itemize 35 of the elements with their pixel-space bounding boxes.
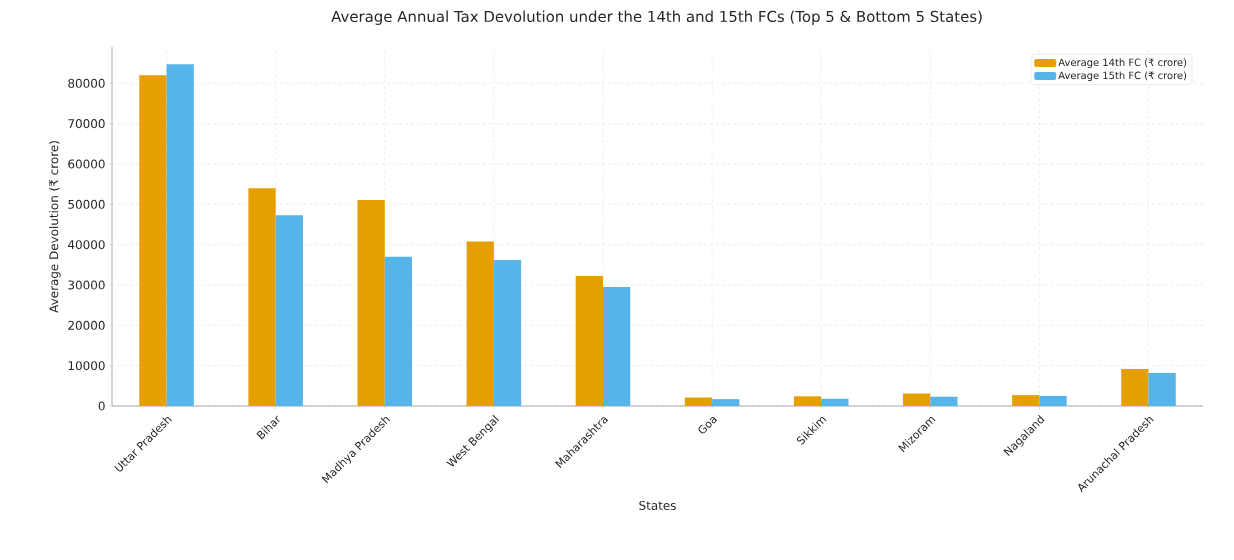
bar: [793, 396, 822, 406]
bar: [384, 256, 413, 406]
bar: [1012, 395, 1040, 406]
x-axis-title: States: [639, 500, 676, 510]
bar: [166, 64, 194, 406]
bar: [821, 398, 849, 406]
y-tick-label: 50000: [68, 199, 105, 209]
bar: [248, 188, 276, 406]
y-tick-label: 10000: [68, 361, 105, 371]
bar: [466, 241, 494, 406]
bar: [930, 396, 958, 406]
y-tick-label: 40000: [68, 240, 105, 250]
bar: [275, 215, 303, 406]
bar: [684, 397, 713, 406]
bar: [1148, 372, 1176, 406]
y-tick-label: 20000: [68, 320, 105, 330]
bar: [712, 399, 740, 406]
y-tick-label: 80000: [68, 78, 105, 88]
legend-label: Average 14th FC (₹ crore): [1058, 58, 1187, 69]
bar: [602, 287, 631, 406]
bar: [575, 276, 603, 406]
bar: [1121, 368, 1149, 406]
chart-title: Average Annual Tax Devolution under the 14th and 15th FCs (Top 5 & Bottom 5 States): [331, 10, 982, 25]
y-tick-label: 30000: [68, 280, 105, 290]
bar: [357, 199, 385, 406]
y-tick-label: 70000: [68, 119, 105, 129]
y-tick-label: 0: [98, 401, 105, 411]
x-tick-label: Goa: [698, 417, 718, 434]
y-tick-label: 60000: [68, 159, 105, 169]
bar: [1039, 395, 1067, 406]
bar: [493, 259, 522, 406]
bar: [903, 393, 931, 406]
legend-label: Average 15th FC (₹ crore): [1058, 71, 1187, 82]
bar: [139, 75, 167, 406]
y-axis-title: Average Devolution (₹ crore): [49, 141, 61, 313]
